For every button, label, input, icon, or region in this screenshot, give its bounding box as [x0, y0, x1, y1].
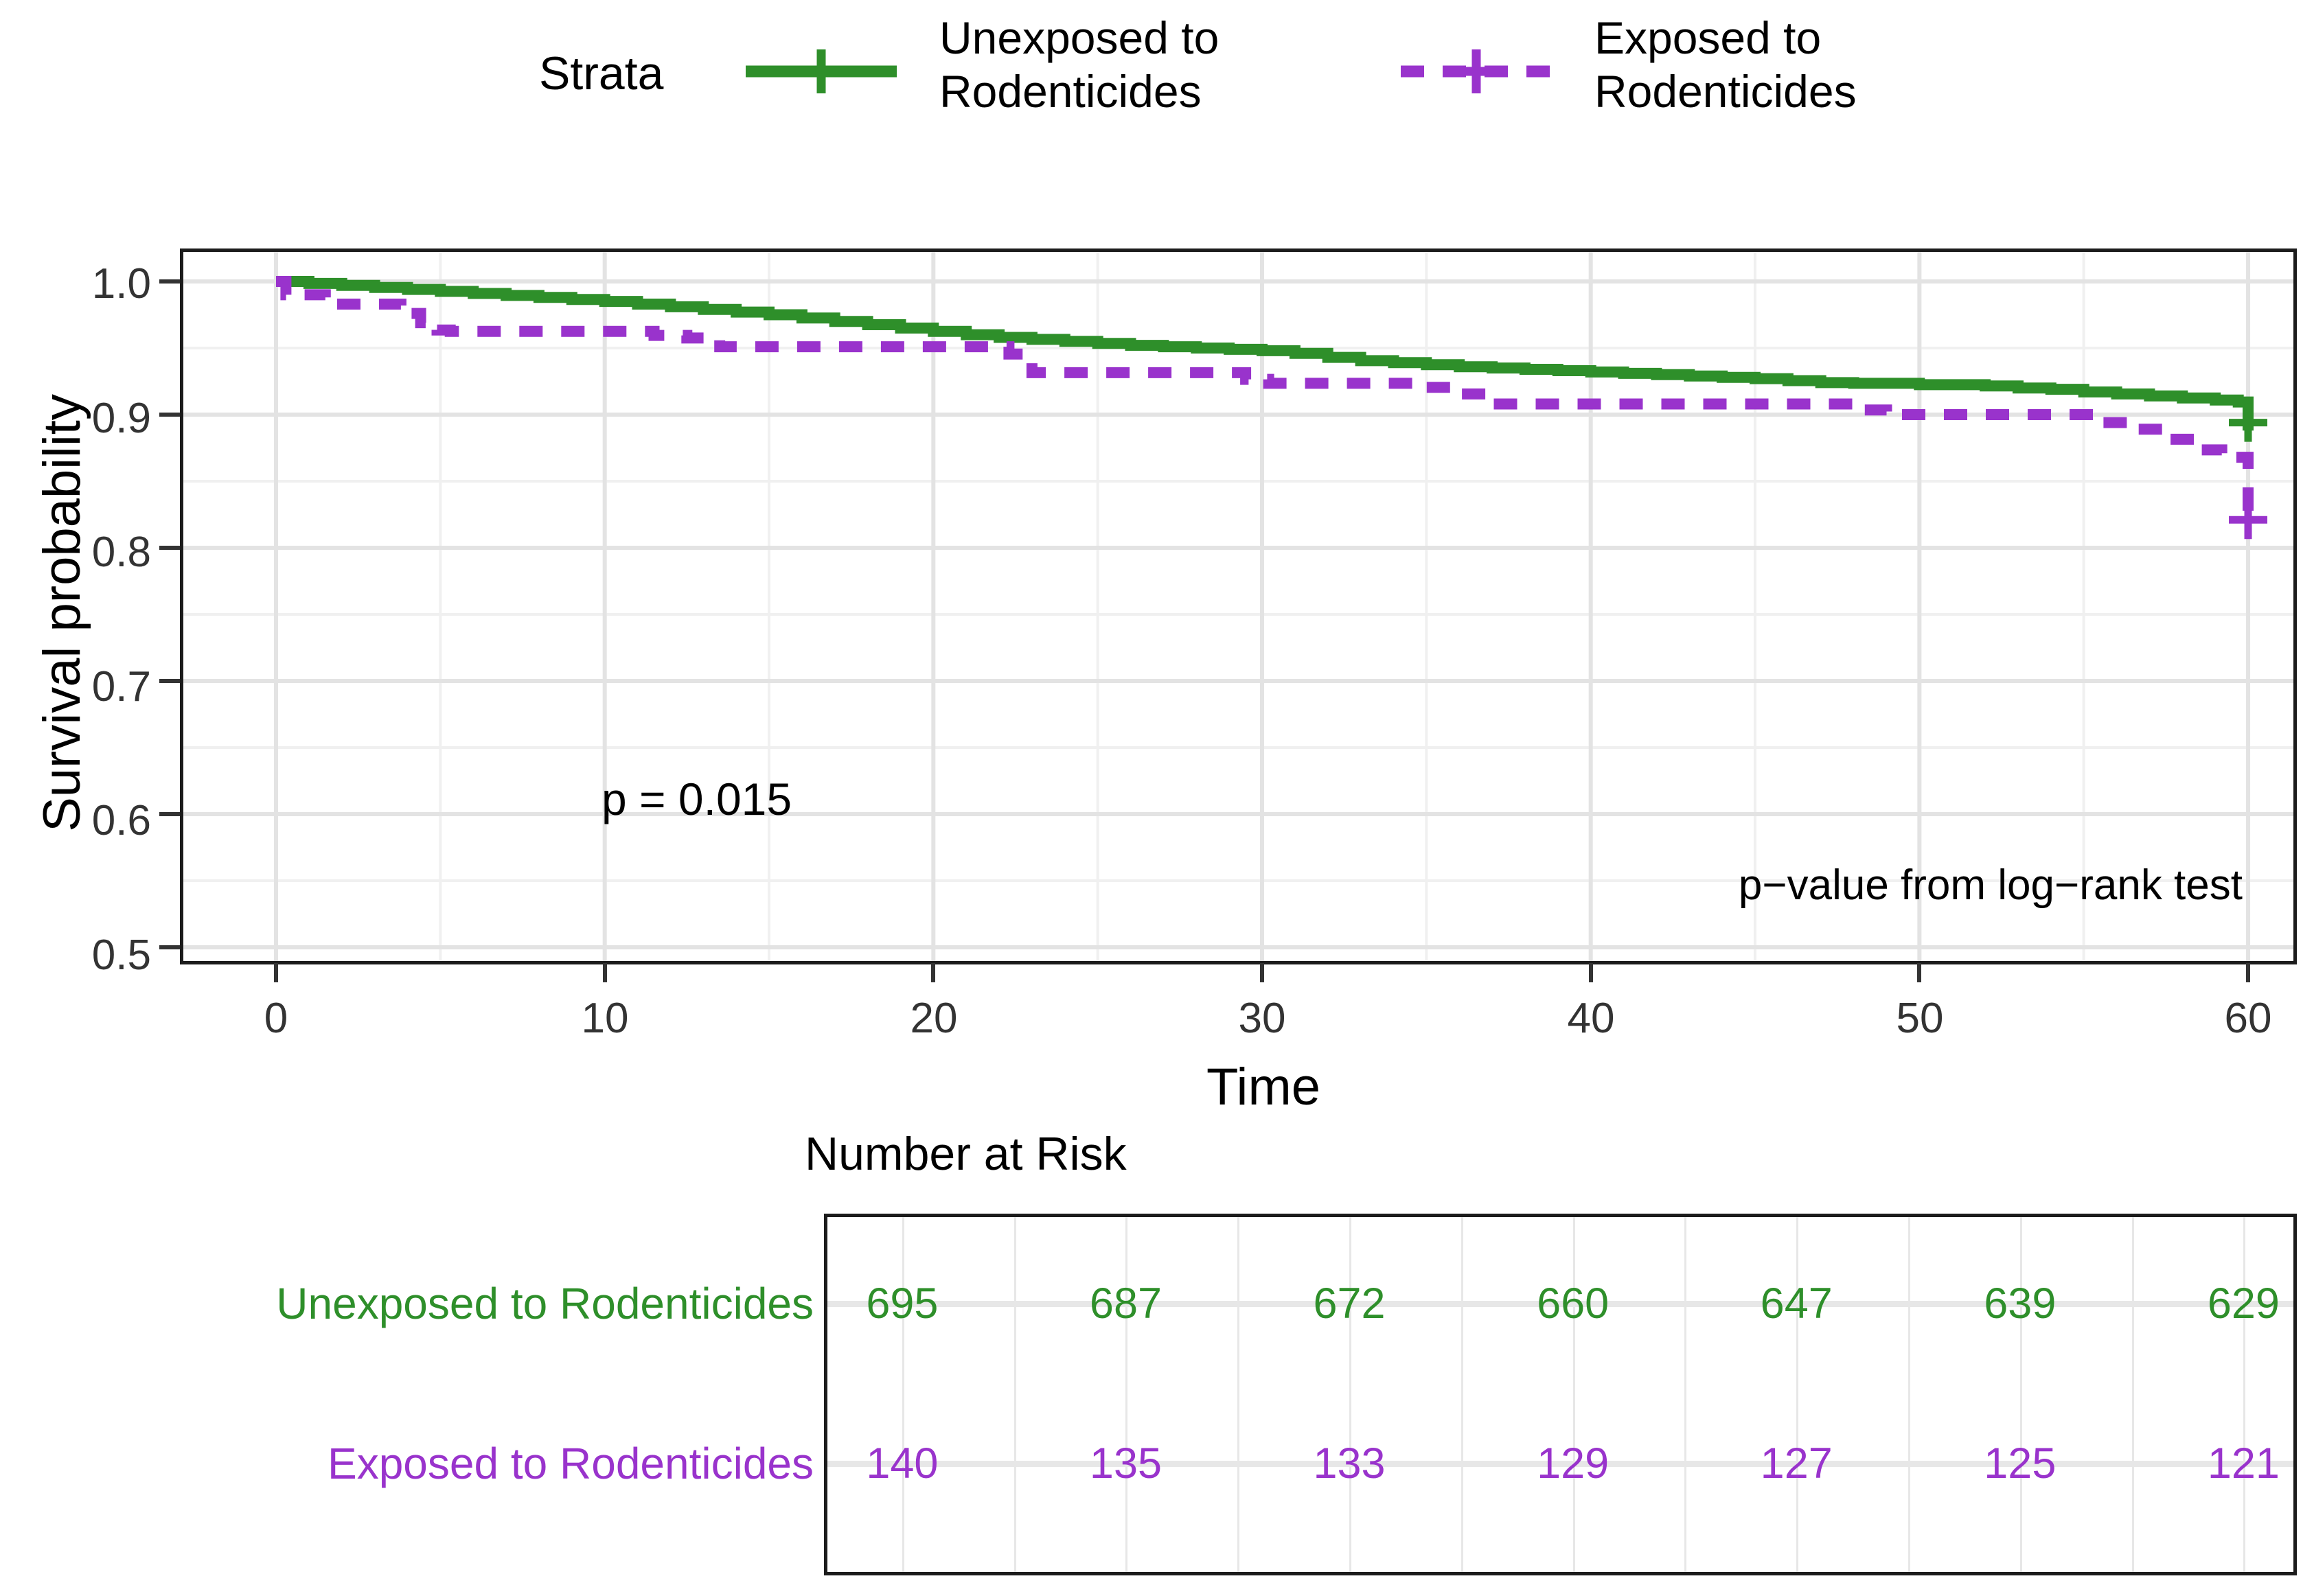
x-tick-label: 10	[581, 995, 629, 1042]
y-tick-label: 0.8	[91, 529, 151, 576]
risk-row-label-unexposed: Unexposed to Rodenticides	[276, 1279, 814, 1328]
risk-table-gridline	[1796, 1217, 1799, 1572]
axis-tick	[1917, 963, 1922, 982]
risk-count-cell: 127	[1760, 1439, 1833, 1488]
plot-panel-border	[180, 248, 2297, 964]
risk-table-gridline	[1125, 1217, 1128, 1572]
risk-table-gridline	[1572, 1217, 1575, 1572]
risk-table-gridline	[1349, 1217, 1352, 1572]
risk-table-gridline	[1237, 1217, 1240, 1572]
y-tick-label: 0.5	[91, 932, 151, 979]
logrank-note-annotation: p−value from log−rank test	[1738, 861, 2243, 909]
legend-item-label-line: Rodenticides	[939, 66, 1202, 117]
risk-table-gridband	[827, 1301, 2293, 1307]
axis-tick	[159, 945, 180, 949]
y-tick-label: 0.7	[91, 663, 151, 710]
legend-title: Strata	[539, 47, 664, 100]
censor-mark-icon	[2229, 500, 2268, 540]
x-tick-label: 60	[2224, 995, 2272, 1042]
risk-table-gridline	[1013, 1217, 1016, 1572]
x-tick-label: 20	[910, 995, 958, 1042]
risk-count-cell: 647	[1760, 1280, 1833, 1328]
legend-key-solid-line-icon	[746, 49, 897, 93]
axis-tick	[2246, 963, 2251, 982]
risk-row-label-exposed: Exposed to Rodenticides	[328, 1439, 814, 1488]
risk-count-cell: 695	[866, 1280, 939, 1328]
risk-table-gridline	[902, 1217, 904, 1572]
risk-table-gridband	[827, 1461, 2293, 1467]
risk-count-cell: 672	[1313, 1280, 1386, 1328]
axis-tick	[274, 963, 278, 982]
risk-count-cell: 129	[1537, 1439, 1610, 1488]
risk-count-cell: 639	[1984, 1280, 2057, 1328]
x-tick-label: 30	[1238, 995, 1286, 1042]
legend-item-label-line: Exposed to	[1594, 12, 1822, 63]
risk-count-cell: 629	[2207, 1280, 2280, 1328]
axis-tick	[1260, 963, 1264, 982]
legend-item-unexposed: Unexposed to Rodenticides	[939, 11, 1219, 118]
risk-table: 695 687 672 660 647 639 629 140 135 133 …	[824, 1214, 2297, 1575]
y-axis-title: Survival probability	[33, 394, 91, 832]
axis-tick	[159, 812, 180, 816]
axis-tick	[602, 963, 607, 982]
y-tick-label: 0.6	[91, 797, 151, 844]
risk-count-cell: 133	[1313, 1439, 1386, 1488]
y-tick-label: 0.9	[91, 395, 151, 442]
risk-count-cell: 660	[1537, 1280, 1610, 1328]
x-tick-label: 50	[1896, 995, 1944, 1042]
risk-table-gridline	[2019, 1217, 2022, 1572]
km-plot	[180, 248, 2297, 964]
y-tick-label: 1.0	[91, 260, 151, 308]
p-value-annotation: p = 0.015	[602, 774, 792, 824]
axis-tick	[931, 963, 936, 982]
axis-tick	[159, 413, 180, 417]
legend-item-label-line: Unexposed to	[939, 12, 1219, 63]
risk-table-gridline	[2243, 1217, 2246, 1572]
axis-tick	[159, 546, 180, 550]
risk-table-gridline	[1684, 1217, 1687, 1572]
risk-count-cell: 121	[2207, 1439, 2280, 1488]
legend-item-exposed: Exposed to Rodenticides	[1594, 11, 1857, 118]
risk-table-gridline	[2131, 1217, 2134, 1572]
legend-item-label-line: Rodenticides	[1594, 66, 1857, 117]
axis-tick	[1588, 963, 1593, 982]
censor-mark-icon	[2229, 403, 2268, 442]
x-tick-label: 40	[1567, 995, 1615, 1042]
risk-table-gridline	[1460, 1217, 1463, 1572]
risk-table-title: Number at Risk	[805, 1128, 1127, 1180]
survival-curve-exposed	[276, 276, 2254, 528]
risk-count-cell: 140	[866, 1439, 939, 1488]
risk-count-cell: 135	[1089, 1439, 1162, 1488]
x-tick-label: 0	[264, 995, 288, 1042]
risk-count-cell: 125	[1984, 1439, 2057, 1488]
x-axis-title: Time	[1206, 1058, 1321, 1116]
risk-table-gridline	[1908, 1217, 1911, 1572]
survival-curve-unexposed	[276, 276, 2254, 431]
axis-tick	[159, 279, 180, 284]
legend-key-dashed-line-icon	[1401, 49, 1552, 93]
axis-tick	[159, 679, 180, 683]
risk-count-cell: 687	[1089, 1280, 1162, 1328]
